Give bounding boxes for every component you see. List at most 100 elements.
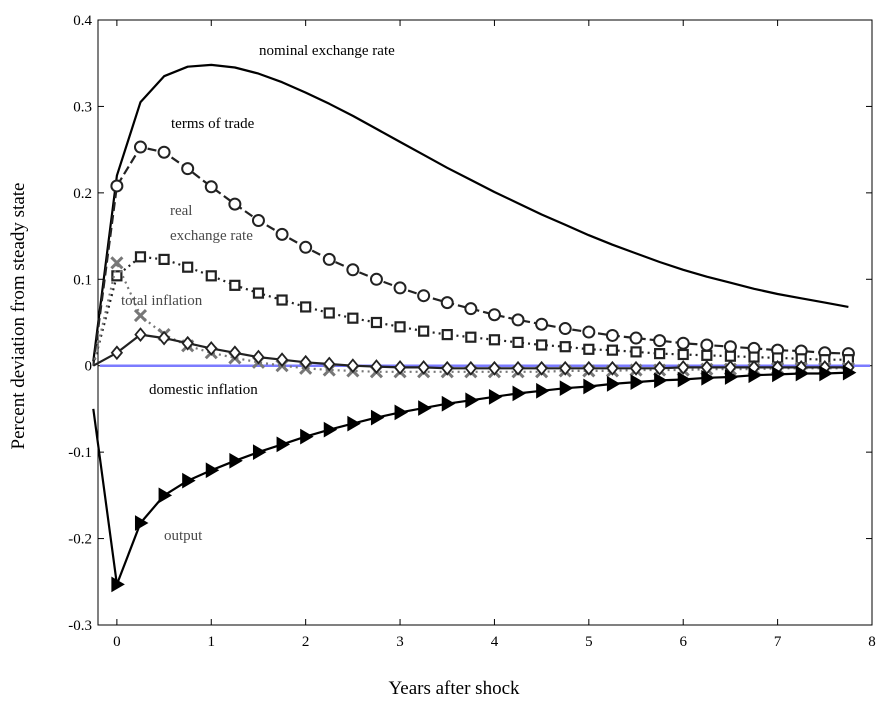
annotation-output: output bbox=[164, 528, 203, 544]
diamond-marker bbox=[205, 341, 218, 356]
triangle-marker bbox=[229, 452, 243, 469]
circle-marker bbox=[133, 140, 147, 154]
square-marker bbox=[512, 336, 524, 348]
triangle-marker bbox=[536, 382, 550, 399]
triangle-marker bbox=[630, 374, 645, 391]
annotation-total-inflation: total inflation bbox=[121, 293, 203, 309]
triangle-marker bbox=[418, 400, 432, 416]
triangle-marker bbox=[465, 392, 479, 409]
x-marker bbox=[110, 256, 124, 270]
square-marker bbox=[323, 307, 335, 319]
triangle-marker bbox=[677, 371, 692, 388]
triangle-marker bbox=[370, 409, 385, 426]
square-marker bbox=[347, 312, 359, 324]
x-marker bbox=[133, 309, 148, 323]
triangle-marker bbox=[323, 421, 338, 438]
series-line-real-exchange-rate bbox=[92, 255, 849, 366]
x-tick-label: 3 bbox=[396, 634, 404, 650]
plot-frame bbox=[97, 19, 873, 626]
diamond-marker bbox=[535, 360, 548, 376]
square-marker bbox=[418, 325, 430, 337]
square-marker bbox=[559, 341, 571, 353]
series-markers-total-inflation bbox=[110, 256, 855, 379]
diamond-marker bbox=[464, 360, 478, 376]
triangle-marker bbox=[512, 385, 527, 402]
square-marker bbox=[182, 261, 194, 273]
diamond-marker bbox=[582, 360, 596, 376]
circle-marker bbox=[204, 180, 218, 194]
triangle-marker bbox=[394, 404, 409, 421]
circle-marker bbox=[440, 296, 454, 310]
square-marker bbox=[370, 316, 383, 329]
x-tick-label: 5 bbox=[585, 634, 593, 650]
triangle-marker bbox=[842, 364, 857, 381]
circle-marker bbox=[322, 252, 336, 266]
annotations-layer: nominal exchange rate terms of trade rea… bbox=[121, 43, 395, 544]
diamond-marker bbox=[181, 335, 194, 351]
circle-marker bbox=[723, 340, 737, 354]
circle-marker bbox=[511, 313, 525, 327]
circle-marker bbox=[393, 281, 407, 295]
triangle-marker bbox=[205, 462, 220, 479]
diamond-marker bbox=[511, 360, 525, 376]
triangle-marker bbox=[182, 472, 196, 489]
y-tick-label: -0.3 bbox=[68, 618, 92, 634]
circle-marker bbox=[464, 302, 478, 316]
annotation-domestic-inflation: domestic inflation bbox=[149, 382, 258, 398]
chart-axes: 0 1 2 3 4 5 6 7 8 -0.3 -0.2 -0.1 0 0.1 0.2 0.3 0.4 bbox=[68, 13, 876, 650]
square-marker bbox=[229, 279, 241, 291]
triangle-marker bbox=[488, 388, 503, 405]
annotation-real: real bbox=[170, 203, 192, 219]
annotation-exchange-rate: exchange rate bbox=[170, 228, 253, 244]
square-marker bbox=[606, 344, 619, 356]
diamond-marker bbox=[629, 360, 643, 376]
circle-marker bbox=[417, 289, 431, 303]
diamond-marker bbox=[393, 360, 407, 375]
x-tick-label: 1 bbox=[208, 634, 216, 650]
diamond-marker bbox=[275, 352, 289, 368]
circle-marker bbox=[275, 227, 289, 241]
diamond-marker bbox=[488, 360, 501, 376]
triangle-marker bbox=[748, 367, 763, 384]
triangle-marker bbox=[276, 436, 291, 453]
triangle-marker bbox=[654, 372, 668, 389]
diamond-marker bbox=[441, 360, 454, 376]
circle-marker bbox=[653, 334, 667, 348]
series-markers-output bbox=[111, 364, 857, 593]
series-nominal-exchange-rate bbox=[92, 63, 849, 362]
x-tick-label: 8 bbox=[868, 634, 876, 650]
circle-marker bbox=[487, 308, 501, 322]
diamond-marker bbox=[653, 360, 666, 376]
annotation-nominal-exchange-rate: nominal exchange rate bbox=[259, 43, 395, 59]
square-marker bbox=[630, 346, 642, 358]
circle-marker bbox=[558, 322, 572, 336]
series-real-exchange-rate bbox=[92, 251, 855, 366]
square-marker bbox=[134, 251, 147, 263]
triangle-marker bbox=[559, 380, 574, 397]
circle-marker bbox=[110, 179, 124, 193]
square-marker bbox=[488, 334, 501, 346]
series-terms-of-trade bbox=[92, 140, 855, 366]
square-marker bbox=[441, 329, 453, 341]
square-marker bbox=[654, 348, 666, 360]
y-tick-label: -0.2 bbox=[68, 532, 92, 548]
diamond-marker bbox=[157, 330, 171, 346]
x-tick-label: 6 bbox=[679, 634, 687, 650]
circle-marker bbox=[181, 162, 195, 176]
triangle-marker bbox=[134, 515, 149, 531]
triangle-marker bbox=[252, 444, 267, 461]
triangle-marker bbox=[583, 378, 597, 395]
square-marker bbox=[677, 348, 689, 361]
x-tick-label: 2 bbox=[302, 634, 310, 650]
diamond-marker bbox=[110, 345, 124, 361]
square-marker bbox=[724, 350, 737, 362]
square-marker bbox=[394, 321, 406, 333]
triangle-marker bbox=[772, 366, 786, 383]
diamond-marker bbox=[559, 360, 572, 376]
circle-marker bbox=[228, 197, 242, 211]
triangle-marker bbox=[111, 576, 125, 593]
square-marker bbox=[158, 253, 170, 266]
triangle-marker bbox=[724, 369, 739, 385]
diamond-marker bbox=[677, 360, 690, 375]
square-marker bbox=[701, 349, 713, 361]
